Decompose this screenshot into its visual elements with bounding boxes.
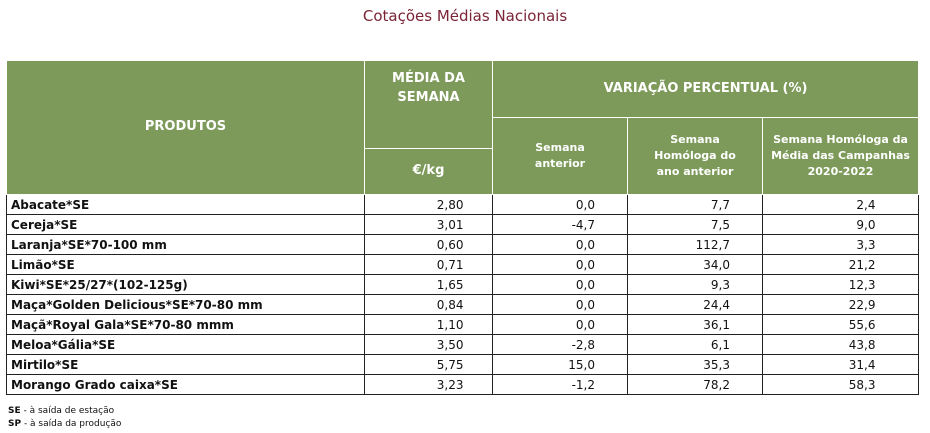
cell-semana-anterior: 0,0 bbox=[492, 294, 628, 315]
cell-semana-homologa: 6,1 bbox=[627, 334, 763, 355]
cell-produto: Limão*SE bbox=[6, 254, 365, 275]
cell-media: 1,10 bbox=[364, 314, 493, 335]
cell-media: 0,60 bbox=[364, 234, 493, 255]
table-row: Laranja*SE*70-100 mm 0,60 0,0 112,7 3,3 bbox=[6, 234, 920, 255]
cell-produto: Abacate*SE bbox=[6, 194, 365, 215]
cell-media: 2,80 bbox=[364, 194, 493, 215]
cell-semana-anterior: -4,7 bbox=[492, 214, 628, 235]
cell-media-campanhas: 31,4 bbox=[761, 354, 920, 375]
cell-media-campanhas: 55,6 bbox=[761, 314, 920, 335]
cell-produto: Cereja*SE bbox=[6, 214, 365, 235]
header-produtos: PRODUTOS bbox=[6, 60, 365, 195]
cell-media: 5,75 bbox=[364, 354, 493, 375]
cell-semana-homologa: 78,2 bbox=[627, 374, 763, 395]
table-row: Mirtilo*SE 5,75 15,0 35,3 31,4 bbox=[6, 354, 920, 375]
cell-semana-anterior: 0,0 bbox=[492, 254, 628, 275]
cell-semana-anterior: 0,0 bbox=[492, 274, 628, 295]
cell-semana-anterior: 0,0 bbox=[492, 314, 628, 335]
cell-media: 0,84 bbox=[364, 294, 493, 315]
cell-produto: Maçã*Royal Gala*SE*70-80 mmm bbox=[6, 314, 365, 335]
cell-semana-homologa: 34,0 bbox=[627, 254, 763, 275]
cell-media-campanhas: 58,3 bbox=[761, 374, 920, 395]
header-variacao: VARIAÇÃO PERCENTUAL (%) bbox=[491, 60, 920, 118]
cell-semana-homologa: 7,5 bbox=[627, 214, 763, 235]
cell-semana-anterior: -1,2 bbox=[492, 374, 628, 395]
cell-semana-homologa: 9,3 bbox=[627, 274, 763, 295]
cell-produto: Kiwi*SE*25/27*(102-125g) bbox=[6, 274, 365, 295]
footnotes: SE - à saída de estação SP - à saída da … bbox=[8, 405, 121, 431]
header-semana-homologa: Semana Homóloga do ano anterior bbox=[627, 117, 763, 195]
cell-media: 3,01 bbox=[364, 214, 493, 235]
cell-semana-homologa: 36,1 bbox=[627, 314, 763, 335]
cell-produto: Mirtilo*SE bbox=[6, 354, 365, 375]
cell-media-campanhas: 9,0 bbox=[761, 214, 920, 235]
page-title: Cotações Médias Nacionais bbox=[362, 7, 568, 25]
cell-media: 3,23 bbox=[364, 374, 493, 395]
table-row: Cereja*SE 3,01 -4,7 7,5 9,0 bbox=[6, 214, 920, 235]
table-row: Abacate*SE 2,80 0,0 7,7 2,4 bbox=[6, 194, 920, 215]
cell-semana-homologa: 35,3 bbox=[627, 354, 763, 375]
footnote-se: SE - à saída de estação bbox=[8, 406, 115, 416]
cell-media-campanhas: 12,3 bbox=[761, 274, 920, 295]
table-row: Morango Grado caixa*SE 3,23 -1,2 78,2 58,3 bbox=[6, 374, 920, 395]
cell-semana-homologa: 112,7 bbox=[627, 234, 763, 255]
cell-semana-homologa: 7,7 bbox=[627, 194, 763, 215]
table-row: Maça*Golden Delicious*SE*70-80 mm 0,84 0,0… bbox=[6, 294, 920, 315]
cell-media: 1,65 bbox=[364, 274, 493, 295]
header-semana-anterior: Semana anterior bbox=[492, 117, 628, 195]
cell-semana-anterior: -2,8 bbox=[492, 334, 628, 355]
cell-produto: Laranja*SE*70-100 mm bbox=[6, 234, 365, 255]
cell-semana-anterior: 0,0 bbox=[492, 234, 628, 255]
cell-media-campanhas: 21,2 bbox=[761, 254, 920, 275]
header-unit: €/kg bbox=[364, 148, 493, 195]
prices-table: PRODUTOS MÉDIA DA SEMANA VARIAÇÃO PERCEN… bbox=[6, 60, 920, 395]
cell-semana-anterior: 0,0 bbox=[492, 194, 628, 215]
cell-semana-anterior: 15,0 bbox=[492, 354, 628, 375]
cell-media-campanhas: 2,4 bbox=[761, 194, 920, 215]
table-row: Maçã*Royal Gala*SE*70-80 mmm 1,10 0,0 36,1 5… bbox=[6, 314, 920, 335]
cell-media: 3,50 bbox=[364, 334, 493, 355]
footnote-sp: SP - à saída da produção bbox=[8, 419, 122, 429]
cell-media-campanhas: 3,3 bbox=[761, 234, 920, 255]
cell-semana-homologa: 24,4 bbox=[627, 294, 763, 315]
cell-media-campanhas: 22,9 bbox=[761, 294, 920, 315]
cell-produto: Maça*Golden Delicious*SE*70-80 mm bbox=[6, 294, 365, 315]
header-media-semana: MÉDIA DA SEMANA bbox=[364, 60, 493, 149]
cell-media-campanhas: 43,8 bbox=[761, 334, 920, 355]
cell-produto: Morango Grado caixa*SE bbox=[6, 374, 365, 395]
prices-table-body: Abacate*SE 2,80 0,0 7,7 2,4 Cereja*SE 3,01 -4,7… bbox=[6, 194, 920, 395]
table-row: Kiwi*SE*25/27*(102-125g) 1,65 0,0 9,3 12,3 bbox=[6, 274, 920, 295]
cell-media: 0,71 bbox=[364, 254, 493, 275]
cell-produto: Meloa*Gália*SE bbox=[6, 334, 365, 355]
header-semana-homologa-media: Semana Homóloga da Média das Campanhas 2… bbox=[761, 117, 920, 195]
table-row: Meloa*Gália*SE 3,50 -2,8 6,1 43,8 bbox=[6, 334, 920, 355]
table-row: Limão*SE 0,71 0,0 34,0 21,2 bbox=[6, 254, 920, 275]
